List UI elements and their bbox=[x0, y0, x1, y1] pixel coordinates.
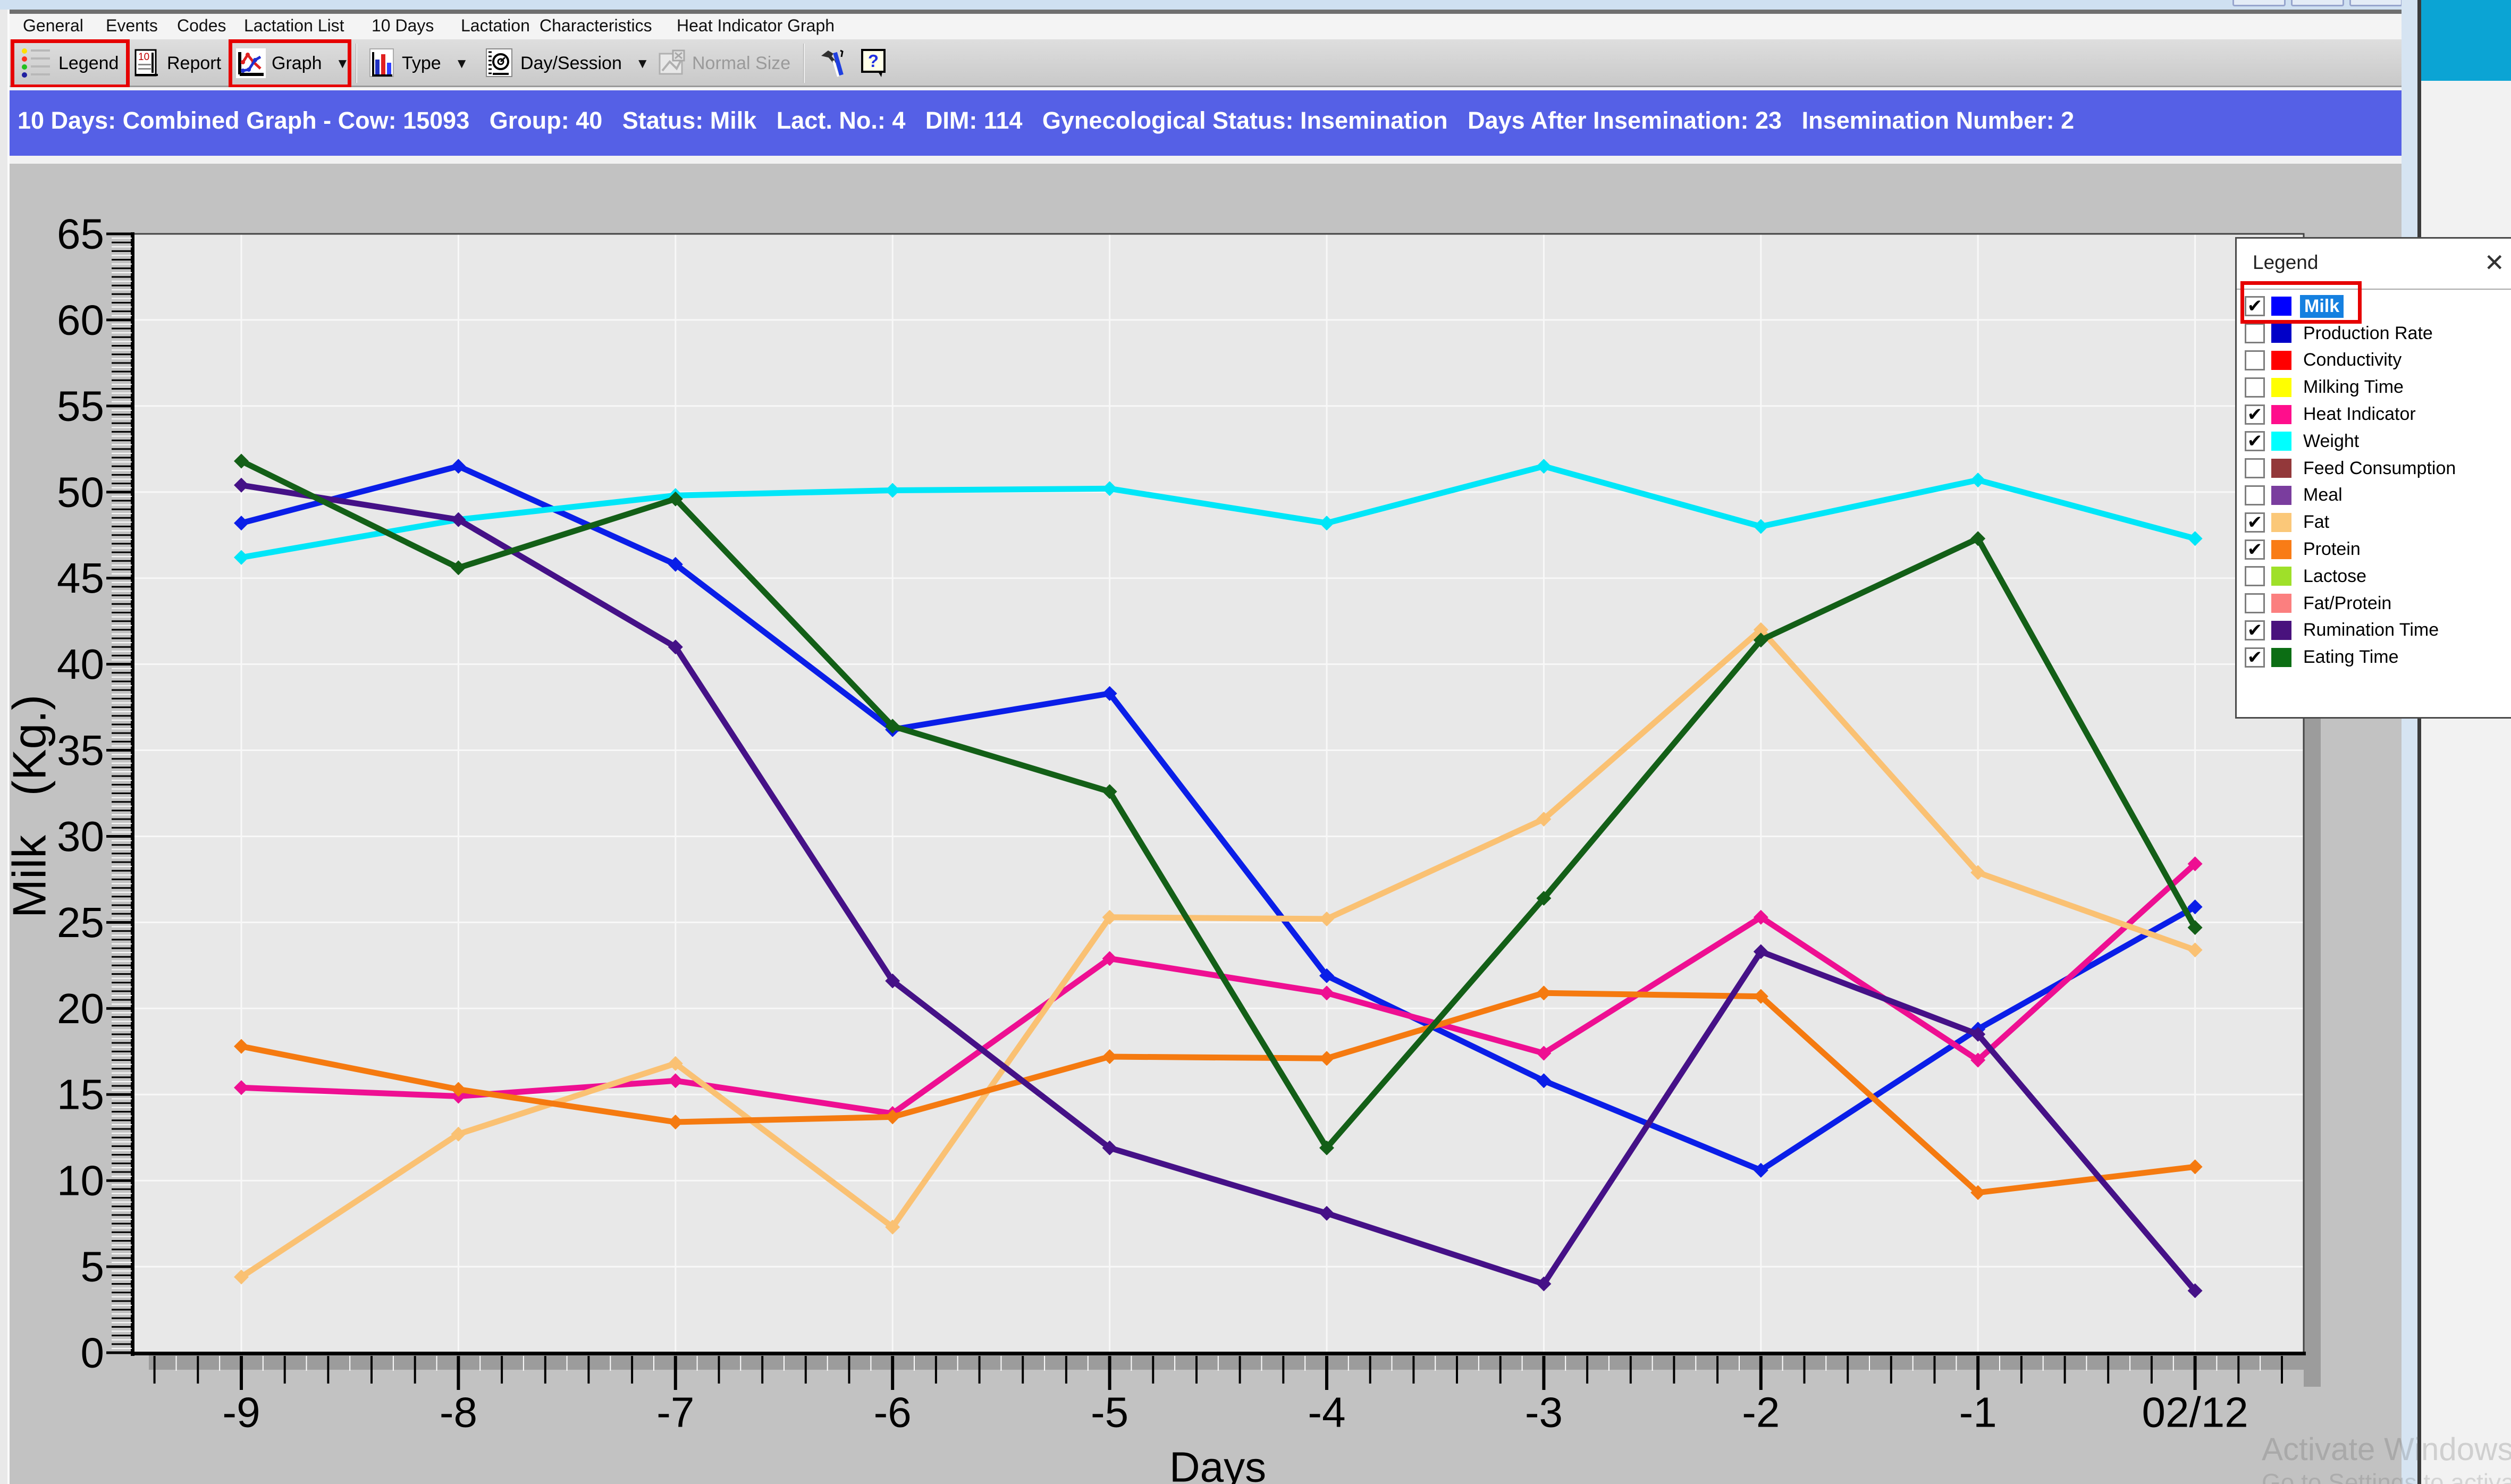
svg-text:-7: -7 bbox=[656, 1389, 694, 1436]
svg-text:25: 25 bbox=[57, 899, 104, 946]
svg-text:10: 10 bbox=[57, 1157, 104, 1204]
svg-text:-3: -3 bbox=[1525, 1389, 1563, 1436]
svg-text:-6: -6 bbox=[874, 1389, 912, 1436]
svg-text:-8: -8 bbox=[440, 1389, 477, 1436]
svg-text:45: 45 bbox=[57, 554, 104, 602]
svg-text:-2: -2 bbox=[1742, 1389, 1780, 1436]
svg-text:-5: -5 bbox=[1091, 1389, 1128, 1436]
svg-text:-4: -4 bbox=[1308, 1389, 1345, 1436]
svg-text:Milk (Kg.): Milk (Kg.) bbox=[3, 695, 56, 918]
svg-text:35: 35 bbox=[57, 727, 104, 774]
svg-text:40: 40 bbox=[57, 640, 104, 688]
svg-text:50: 50 bbox=[57, 468, 104, 516]
svg-text:?: ? bbox=[868, 51, 879, 71]
svg-text:30: 30 bbox=[57, 813, 104, 860]
svg-text:65: 65 bbox=[57, 210, 104, 258]
svg-text:55: 55 bbox=[57, 382, 104, 429]
svg-text:-1: -1 bbox=[1959, 1389, 1997, 1436]
svg-text:60: 60 bbox=[57, 296, 104, 343]
svg-text:Days: Days bbox=[1169, 1444, 1266, 1484]
svg-text:20: 20 bbox=[57, 985, 104, 1032]
svg-text:15: 15 bbox=[57, 1071, 104, 1118]
svg-text:10: 10 bbox=[138, 52, 149, 63]
svg-text:5: 5 bbox=[81, 1243, 105, 1291]
svg-text:0: 0 bbox=[81, 1329, 105, 1377]
svg-text:02/12: 02/12 bbox=[2142, 1389, 2248, 1436]
svg-text:-9: -9 bbox=[222, 1389, 260, 1436]
